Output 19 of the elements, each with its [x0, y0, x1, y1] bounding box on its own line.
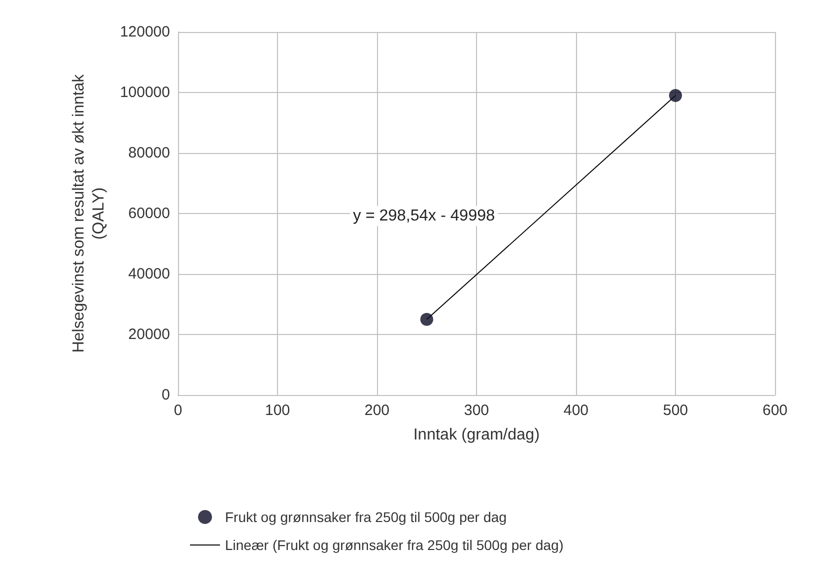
- annotation: y = 298,54x - 49998: [353, 208, 495, 224]
- x-axis-title: Inntak (gram/dag): [413, 426, 540, 444]
- y-tick-label: 20000: [128, 326, 170, 343]
- legend-label: Frukt og grønnsaker fra 250g til 500g per dag: [225, 509, 507, 525]
- y-tick-label: 80000: [128, 144, 170, 162]
- x-tick-label: 600: [762, 402, 788, 419]
- x-tick-label: 200: [364, 402, 390, 419]
- y-tick-label: 120000: [120, 24, 170, 40]
- y-tick-label: 100000: [120, 84, 170, 101]
- x-tick-label: 500: [662, 402, 688, 419]
- y-tick-label: 0: [162, 386, 170, 404]
- y-axis-title: Helsegevinst som resultat av økt inntak (QALY): [70, 73, 108, 353]
- y-tick-label: 40000: [128, 266, 170, 282]
- x-tick-label: 300: [464, 402, 490, 419]
- x-tick-label: 0: [174, 402, 182, 419]
- y-tick-label: 60000: [128, 205, 170, 222]
- x-tick-label: 100: [264, 402, 290, 419]
- x-tick-label: 400: [563, 402, 589, 419]
- legend-label: Lineær (Frukt og grønnsaker fra 250g til 500g per dag): [225, 537, 564, 553]
